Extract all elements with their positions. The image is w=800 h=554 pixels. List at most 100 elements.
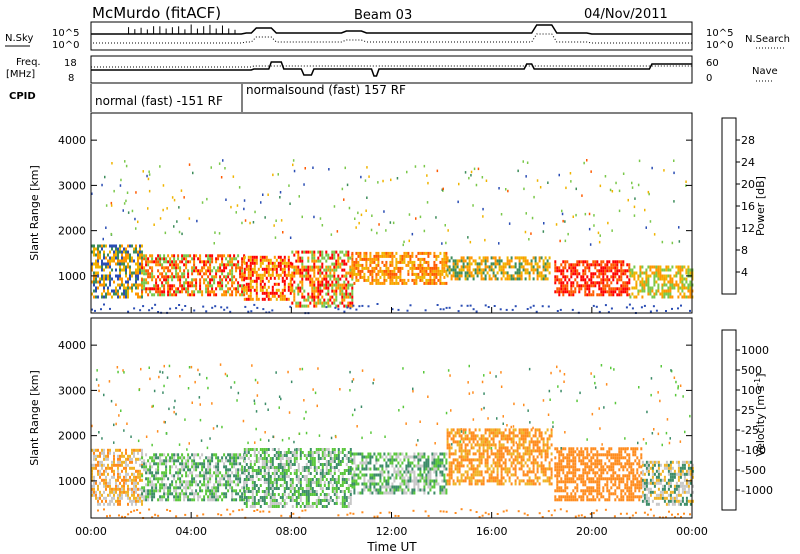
range-cell [464,428,467,432]
range-cell [355,464,358,468]
range-cell [117,496,119,500]
range-cell [193,495,196,499]
range-cell [311,256,314,260]
range-cell [653,274,656,278]
range-cell [651,265,654,269]
range-cell [117,253,119,257]
range-cell [345,283,348,287]
range-cell [464,446,467,450]
range-cell [289,282,292,286]
range-cell [441,461,444,465]
range-cell [582,260,585,264]
range-cell [247,448,250,451]
range-cell [123,265,125,269]
range-cell [452,259,455,263]
range-cell [197,474,200,478]
range-cell [229,453,232,457]
range-cell [407,476,410,480]
range-cell [301,271,304,275]
range-cell [327,454,330,457]
range-cell [147,477,150,481]
range-cell [399,452,402,456]
range-cell [337,487,340,490]
range-cell [261,267,264,271]
range-cell [588,227,591,231]
range-cell [441,242,443,245]
range-cell [263,472,266,475]
range-cell [327,301,330,305]
range-cell [134,217,136,221]
range-cell [323,448,326,451]
range-cell [564,266,567,270]
range-cell [319,265,322,269]
range-cell [149,483,152,487]
range-cell [341,268,344,272]
range-cell [171,272,174,276]
range-cell [376,231,378,235]
range-cell [265,481,268,484]
range-cell [239,269,242,273]
range-cell [145,263,148,267]
range-cell [663,283,666,287]
range-cell [441,281,444,285]
range-cell [357,278,360,282]
range-cell [131,271,133,275]
range-cell [157,284,160,288]
range-cell [620,293,623,297]
range-cell [655,289,658,293]
range-cell [532,271,535,275]
range-cell [103,244,105,248]
range-cell [628,269,631,273]
range-cell [163,462,166,466]
range-cell [147,468,150,472]
range-cell [179,471,182,475]
range-cell [363,455,366,459]
range-cell [558,266,561,270]
range-cell [395,485,398,489]
range-cell [123,466,125,470]
range-cell [103,496,105,500]
range-cell [287,487,290,490]
range-cell [391,455,394,459]
range-cell [546,268,549,272]
range-cell [584,278,587,282]
range-cell [103,253,105,257]
range-cell [113,463,115,467]
range-cell [375,488,378,492]
range-cell [287,264,290,268]
range-cell [203,462,206,466]
range-cell [677,307,679,310]
range-cell [267,475,270,478]
range-cell [167,290,170,294]
range-cell [323,301,326,305]
range-cell [628,287,631,291]
range-cell [405,479,408,483]
range-cell [468,437,471,441]
range-cell [127,487,129,491]
range-cell [209,254,212,258]
range-cell [131,209,134,213]
range-cell [163,492,166,496]
range-cell [606,278,609,282]
range-cell [383,278,386,282]
range-cell [325,286,328,290]
range-cell [255,291,258,295]
range-cell [261,288,264,292]
range-cell [530,262,533,266]
range-cell [335,457,338,460]
range-cell [273,276,276,280]
range-cell [494,262,497,266]
range-cell [516,256,519,260]
range-cell [441,263,444,267]
range-cell [95,259,97,263]
range-cell [570,266,573,270]
range-cell [407,455,410,459]
range-cell [399,266,402,270]
cpid-program-2: normalsound (fast) 157 RF [246,83,406,97]
range-cell [291,499,294,502]
range-cell [95,481,97,485]
range-cell [337,478,340,481]
range-cell [391,272,394,276]
range-cell [333,502,336,505]
range-cell [177,453,180,457]
